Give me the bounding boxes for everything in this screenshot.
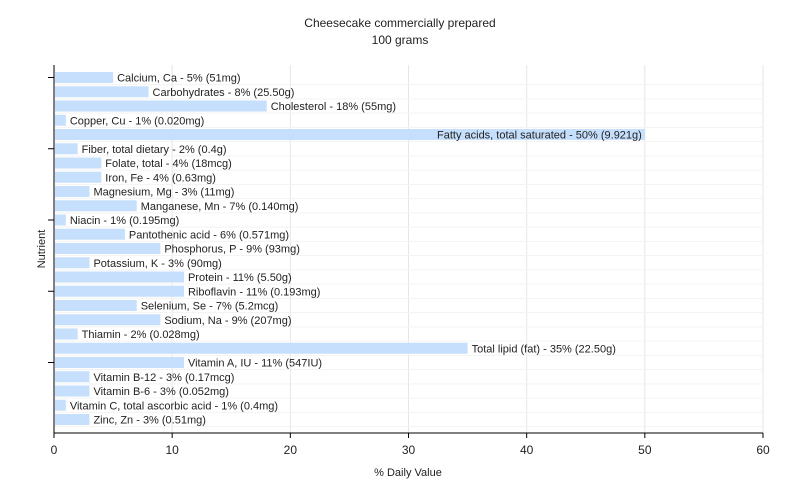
grid-lines [54, 65, 764, 433]
bar-data-label: Riboflavin - 11% (0.193mg) [188, 286, 320, 298]
bar-data-label: Manganese, Mn - 7% (0.140mg) [141, 201, 299, 213]
bar [55, 399, 66, 411]
bar [55, 314, 161, 326]
x-tick-label: 60 [756, 443, 770, 457]
bar-data-label: Vitamin B-6 - 3% (0.052mg) [93, 386, 229, 398]
bar [55, 200, 137, 212]
bar-data-label: Potassium, K - 3% (90mg) [93, 258, 221, 270]
bar-data-label: Thiamin - 2% (0.028mg) [82, 329, 200, 341]
bar-data-label: Vitamin B-12 - 3% (0.17mcg) [93, 372, 234, 384]
y-axis-label: Nutrient [36, 230, 48, 269]
bar-data-label: Sodium, Na - 9% (207mg) [164, 315, 291, 327]
bar [55, 385, 90, 397]
bar-data-label: Calcium, Ca - 5% (51mg) [117, 73, 240, 85]
bar-data-label: Vitamin C, total ascorbic acid - 1% (0.4… [70, 400, 278, 412]
x-tick-label: 40 [520, 443, 534, 457]
bar [55, 243, 161, 254]
bar [55, 285, 184, 297]
bar-data-label: Niacin - 1% (0.195mg) [70, 215, 179, 227]
bar [55, 328, 78, 340]
x-tick-label: 50 [638, 443, 652, 457]
bar [55, 171, 102, 183]
bar [55, 100, 267, 112]
bar [55, 257, 90, 269]
x-tick-label: 30 [402, 443, 416, 457]
bars [55, 72, 645, 425]
bar [55, 157, 102, 169]
bar-data-label: Selenium, Se - 7% (5.2mcg) [141, 301, 279, 313]
bar-data-label: Fatty acids, total saturated - 50% (9.92… [437, 130, 642, 142]
bar-data-label: Protein - 11% (5.50g) [188, 272, 292, 284]
bar-data-label: Fiber, total dietary - 2% (0.4g) [82, 144, 227, 156]
bar [55, 414, 90, 425]
bar-data-label: Magnesium, Mg - 3% (11mg) [93, 187, 234, 199]
x-tick-label: 0 [51, 443, 58, 457]
bar-data-label: Folate, total - 4% (18mcg) [105, 158, 232, 170]
chart-title: Cheesecake commercially prepared [304, 16, 495, 30]
bar [55, 357, 184, 368]
bar [55, 72, 114, 83]
bar [55, 342, 468, 354]
bar [55, 143, 78, 155]
bar [55, 114, 66, 126]
bar [55, 371, 90, 383]
bar [55, 300, 137, 311]
bar [55, 186, 90, 197]
bar-labels: Calcium, Ca - 5% (51mg) Carbohydrates - 8… [70, 73, 642, 427]
x-ticks: 0 10 20 30 40 50 60 [48, 77, 770, 457]
bar-data-label: Iron, Fe - 4% (0.63mg) [105, 172, 216, 184]
bar [55, 86, 149, 98]
x-tick-label: 20 [284, 443, 298, 457]
chart-subtitle: 100 grams [372, 33, 429, 47]
bar-data-label: Carbohydrates - 8% (25.50g) [153, 87, 295, 99]
bar [55, 228, 125, 240]
bar [55, 271, 184, 283]
bar-data-label: Total lipid (fat) - 35% (22.50g) [472, 343, 616, 355]
bar-data-label: Copper, Cu - 1% (0.020mg) [70, 115, 205, 127]
bar-data-label: Zinc, Zn - 3% (0.51mg) [93, 415, 205, 427]
bar-data-label: Pantothenic acid - 6% (0.571mg) [129, 229, 289, 241]
bar [55, 214, 66, 226]
bar [55, 129, 645, 140]
bar-data-label: Cholesterol - 18% (55mg) [271, 101, 396, 113]
x-axis-label: % Daily Value [374, 467, 442, 479]
bar-data-label: Vitamin A, IU - 11% (547IU) [188, 358, 322, 370]
bar-data-label: Phosphorus, P - 9% (93mg) [164, 244, 300, 256]
x-tick-label: 10 [165, 443, 179, 457]
